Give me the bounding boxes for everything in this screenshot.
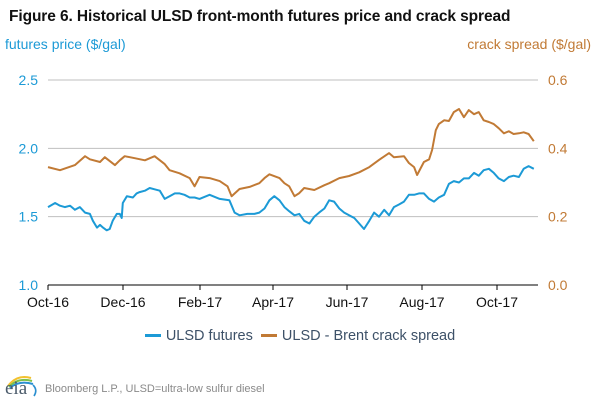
legend-swatch-futures bbox=[144, 334, 161, 337]
x-axis-tick-label: Apr-17 bbox=[252, 294, 294, 310]
series-line-ulsd-futures bbox=[47, 165, 535, 232]
left-axis-title: futures price ($/gal) bbox=[5, 36, 126, 52]
x-axis-tick-label: Jun-17 bbox=[326, 294, 369, 310]
x-axis-tick-label: Dec-16 bbox=[100, 294, 145, 310]
right-axis-title: crack spread ($/gal) bbox=[467, 36, 591, 52]
source-note: Bloomberg L.P., ULSD=ultra-low sulfur di… bbox=[45, 383, 265, 395]
chart-title: Figure 6. Historical ULSD front-month fu… bbox=[9, 8, 511, 25]
left-axis-tick-label: 2.5 bbox=[19, 72, 39, 88]
x-axis-tick-label: Oct-16 bbox=[27, 294, 69, 310]
right-axis-tick-label: 0.6 bbox=[548, 72, 568, 88]
left-axis-tick-label: 1.5 bbox=[19, 209, 39, 225]
legend-label-futures: ULSD futures bbox=[165, 327, 253, 344]
x-axis-tick-label: Feb-17 bbox=[178, 294, 223, 310]
legend-swatch-crack bbox=[260, 334, 277, 337]
left-axis-tick-label: 1.0 bbox=[19, 277, 39, 293]
left-axis-tick-label: 2.0 bbox=[19, 140, 39, 156]
eia-logo-text: eia bbox=[5, 378, 28, 399]
series-line-crack-spread bbox=[47, 108, 535, 198]
footer: eia Bloomberg L.P., ULSD=ultra-low sulfu… bbox=[5, 372, 265, 398]
right-axis-tick-label: 0.0 bbox=[548, 277, 568, 293]
legend: ULSD futures ULSD - Brent crack spread bbox=[0, 325, 600, 344]
x-axis-tick-label: Aug-17 bbox=[399, 294, 444, 310]
legend-label-crack: ULSD - Brent crack spread bbox=[281, 327, 456, 344]
right-axis-tick-label: 0.4 bbox=[548, 140, 568, 156]
legend-item-crack: ULSD - Brent crack spread bbox=[260, 327, 456, 344]
legend-item-futures: ULSD futures bbox=[144, 327, 253, 344]
eia-logo: eia bbox=[5, 372, 39, 398]
x-axis-tick-label: Oct-17 bbox=[476, 294, 518, 310]
eia-logo-arc-icon bbox=[7, 376, 37, 397]
right-axis-tick-label: 0.2 bbox=[548, 209, 568, 225]
